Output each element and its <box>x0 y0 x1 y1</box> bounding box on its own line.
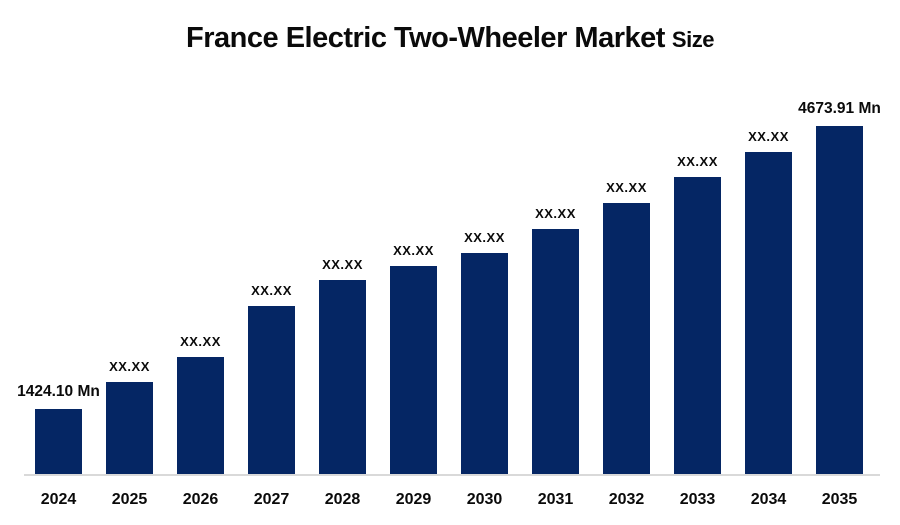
x-axis-label-2035: 2035 <box>821 491 858 508</box>
bar-2027 <box>248 306 295 474</box>
bar-value-label-2031: XX.XX <box>535 206 576 221</box>
bar-group-2028: XX.XX <box>319 257 366 474</box>
bar-value-label-2032: XX.XX <box>606 180 647 195</box>
bar-2026 <box>177 357 224 474</box>
bar-2029 <box>390 266 437 474</box>
x-axis-labels: 2024 2025 2026 2027 2028 2029 2030 2031 2032 2033… <box>35 491 863 509</box>
bar-2032 <box>603 203 650 474</box>
bar-value-label-2026: XX.XX <box>180 334 221 349</box>
x-axis-label-2033: 2033 <box>679 491 716 508</box>
bar-value-label-2034: XX.XX <box>748 129 789 144</box>
bar-group-2034: XX.XX <box>745 129 792 474</box>
bar-group-2024: 1424.10 Mn <box>17 383 100 474</box>
bar-2028 <box>319 280 366 474</box>
bar-group-2029: XX.XX <box>390 243 437 474</box>
bar-value-label-2024: 1424.10 Mn <box>17 383 100 400</box>
bar-group-2035: 4673.91 Mn <box>798 100 881 474</box>
x-axis-label-2030: 2030 <box>466 491 503 508</box>
bar-value-label-2025: XX.XX <box>109 359 150 374</box>
bar-group-2032: XX.XX <box>603 180 650 474</box>
bar-2033 <box>674 177 721 474</box>
x-axis-line <box>24 474 880 476</box>
bar-2031 <box>532 229 579 474</box>
chart-title-main: France Electric Two-Wheeler Market <box>186 22 665 54</box>
x-axis-label-2025: 2025 <box>111 491 148 508</box>
chart-title-suffix: Size <box>671 27 715 52</box>
bar-2035 <box>816 126 863 474</box>
bar-value-label-2033: XX.XX <box>677 154 718 169</box>
bar-2030 <box>461 253 508 474</box>
bar-value-label-2028: XX.XX <box>322 257 363 272</box>
x-axis-label-2034: 2034 <box>750 491 787 508</box>
bar-group-2027: XX.XX <box>248 283 295 474</box>
bar-value-label-2035: 4673.91 Mn <box>798 100 881 117</box>
chart-title: France Electric Two-Wheeler Market Size <box>0 22 900 55</box>
bar-group-2025: XX.XX <box>106 359 153 474</box>
bar-value-label-2030: XX.XX <box>464 230 505 245</box>
x-axis-label-2031: 2031 <box>537 491 574 508</box>
x-axis-label-2024: 2024 <box>40 491 77 508</box>
x-axis-label-2028: 2028 <box>324 491 361 508</box>
bar-group-2031: XX.XX <box>532 206 579 474</box>
x-axis-label-2027: 2027 <box>253 491 290 508</box>
bar-value-label-2027: XX.XX <box>251 283 292 298</box>
bar-group-2033: XX.XX <box>674 154 721 474</box>
bar-2025 <box>106 382 153 474</box>
bar-2034 <box>745 152 792 474</box>
bar-group-2030: XX.XX <box>461 230 508 474</box>
plot-area: 1424.10 Mn XX.XX XX.XX XX.XX XX.XX XX.XX XX.XX… <box>17 74 881 474</box>
x-axis-label-2029: 2029 <box>395 491 432 508</box>
bar-2024 <box>35 409 82 474</box>
x-axis-label-2032: 2032 <box>608 491 645 508</box>
x-axis-label-2026: 2026 <box>182 491 219 508</box>
bar-group-2026: XX.XX <box>177 334 224 474</box>
bar-value-label-2029: XX.XX <box>393 243 434 258</box>
